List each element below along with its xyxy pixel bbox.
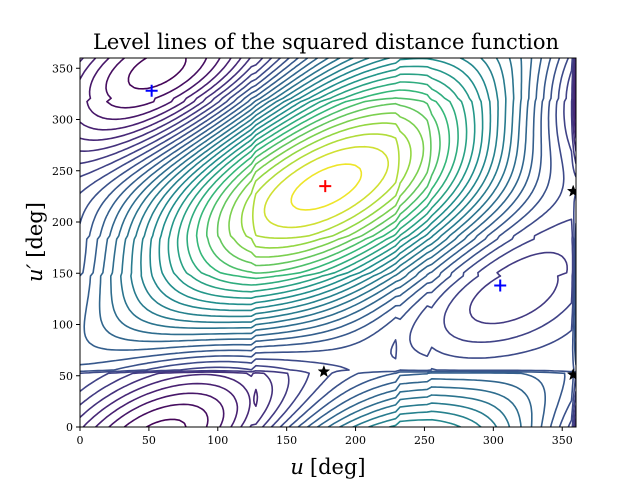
x-axis-label-unit: [deg] [310,455,366,479]
x-tick-label: 300 [483,434,504,447]
star-marker [317,364,331,378]
plus-marker [145,84,158,97]
contour-level [158,58,484,306]
y-tick-label: 300 [52,114,73,127]
y-axis-label: u′ [deg] [23,202,47,282]
y-tick-label: 0 [66,421,73,434]
contour-level [252,133,400,239]
contour-level [216,102,432,267]
contour-level [228,112,425,258]
y-tick-label: 200 [52,216,73,229]
contour-lines [80,58,576,427]
contour-level [290,163,363,211]
plus-marker [494,279,507,292]
y-tick-label: 50 [59,370,73,383]
y-axis-ticks: 0 50 100 150 200 250 300 350 [52,62,80,434]
x-axis-ticks: 0 50 100 150 200 250 300 350 [77,427,573,447]
contour-level [263,145,389,229]
contour-level [80,58,576,427]
y-axis-label-var: u′ [23,263,47,282]
contour-level [176,73,468,293]
contour-level [80,58,576,427]
y-tick-label: 250 [52,165,73,178]
chart-title: Level lines of the squared distance func… [93,30,559,54]
x-tick-label: 350 [552,434,573,447]
contour-level [80,58,576,427]
contour-level [80,58,576,427]
contour-level [110,58,523,427]
y-tick-label: 350 [52,62,73,75]
y-tick-label: 100 [52,319,73,332]
x-tick-label: 50 [142,434,156,447]
x-tick-label: 100 [207,434,228,447]
x-tick-label: 0 [77,434,84,447]
plus-marker [319,180,332,193]
star-marker [566,184,576,197]
contour-level [240,122,412,249]
star-marker [566,367,576,381]
contour-level [140,58,499,427]
contour-level [167,65,476,299]
contour-level [186,81,459,286]
contour-level [86,58,225,427]
critical-point-markers [145,84,576,381]
x-tick-label: 200 [345,434,366,447]
x-axis-label: u [deg] [290,455,365,479]
contour-level [195,89,451,280]
contour-level [80,58,576,427]
y-tick-label: 150 [52,267,73,280]
plot-frame [79,57,577,428]
contour-level [83,58,546,427]
x-tick-label: 150 [276,434,297,447]
x-axis-label-var: u [290,455,304,479]
y-axis-label-unit: [deg] [23,202,47,258]
x-tick-label: 250 [414,434,435,447]
contour-level [80,58,576,427]
contour-level [206,97,441,274]
contour-level [80,58,576,427]
